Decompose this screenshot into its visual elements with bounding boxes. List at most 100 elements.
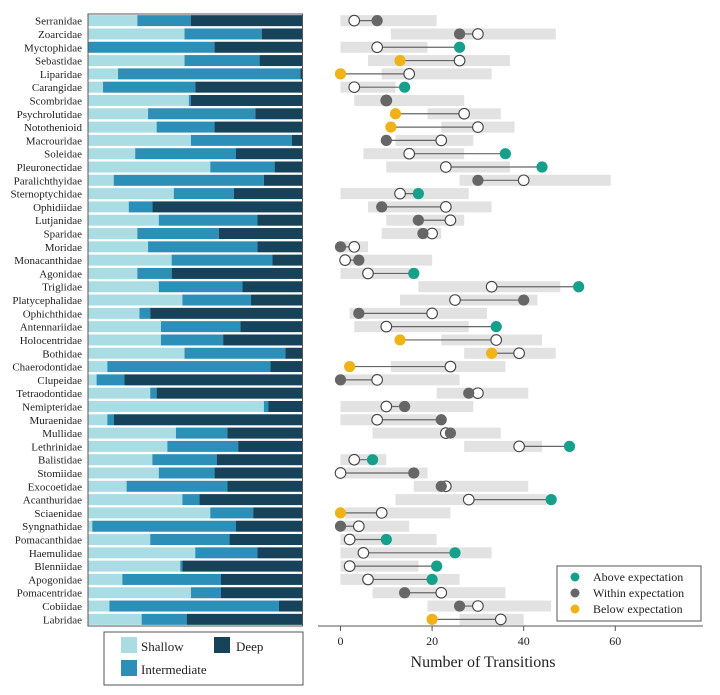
bar-shallow-sternoptychidae [88,188,174,200]
bar-deep-platycephalidae [251,294,303,306]
observed-point-monacanthidae [353,254,365,266]
bar-intermediate-zoarcidae [184,28,262,40]
expected-point-myctophidae [371,41,383,54]
bar-shallow-agonidae [88,267,138,279]
observed-point-sparidae [417,227,429,240]
bar-deep-apogonidae [220,573,303,585]
bar-intermediate-antennariidae [160,321,241,333]
legend-below-label: Below expectation [593,602,683,616]
bar-intermediate-balistidae [152,454,217,466]
observed-point-antennariidae [490,321,502,333]
family-label-nemipteridae: Nemipteridae [22,401,82,413]
bar-deep-cobiidae [278,600,303,612]
bar-shallow-pomacentridae [88,587,191,599]
observed-point-ophidiidae [376,201,388,213]
bar-intermediate-sebastidae [184,55,260,67]
bar-deep-acanthuridae [199,494,303,506]
observed-point-myctophidae [453,41,466,53]
bar-shallow-ophidiidae [88,201,129,213]
expected-point-macrouridae [435,134,448,147]
bar-deep-pomacentridae [220,587,303,599]
family-label-bothidae: Bothidae [42,348,82,360]
family-label-notothenioid: Notothenioid [24,122,83,134]
bar-intermediate-ophichthidae [139,307,151,319]
bar-deep-labridae [186,613,303,625]
expected-point-muraenidae [371,413,383,426]
bar-shallow-labridae [88,613,142,625]
expected-point-monacanthidae [339,254,351,266]
bar-intermediate-muraenidae [107,414,114,426]
family-label-sciaenidae: Sciaenidae [34,508,82,520]
bar-shallow-psychrolutidae [88,108,149,120]
family-label-agonidae: Agonidae [39,268,82,280]
family-label-moridae: Moridae [45,242,82,254]
bar-intermediate-bothidae [184,347,286,359]
bar-shallow-apogonidae [88,573,123,585]
observed-point-paralichthyidae [472,174,484,186]
bar-deep-blenniidae [182,560,303,572]
expected-point-ophidiidae [439,201,452,213]
bar-deep-stomiidae [214,467,303,479]
family-label-pomacentridae: Pomacentridae [17,588,82,600]
bar-intermediate-haemulidae [195,547,258,559]
observed-point-lethrinidae [563,440,576,452]
family-label-zoarcidae: Zoarcidae [38,29,82,41]
family-label-antennariidae: Antennariidae [20,322,82,334]
bar-shallow-ophichthidae [88,307,140,319]
expected-point-serranidae [348,14,361,27]
observed-point-triglidae [573,281,585,293]
bar-deep-tetraodontidae [156,387,303,399]
family-label-serranidae: Serranidae [35,16,82,28]
legend-above-label: Above expectation [593,570,683,584]
expected-point-clupeidae [371,374,383,386]
bar-shallow-chaerodontidae [88,361,108,373]
family-label-tetraodontidae: Tetraodontidae [16,388,82,400]
bar-intermediate-acanthuridae [182,494,200,506]
observed-point-exocoetidae [435,480,447,492]
bar-deep-exocoetidae [227,480,303,492]
bar-shallow-sciaenidae [88,507,211,519]
observed-point-sebastidae [394,54,406,67]
depth-legend-frame [103,631,304,686]
bar-intermediate-exocoetidae [126,480,228,492]
observed-point-haemulidae [449,547,461,559]
dumbbell-plot [334,14,611,626]
family-label-monacanthidae: Monacanthidae [14,255,82,267]
bar-deep-triglidae [242,281,303,293]
expected-point-haemulidae [357,546,370,559]
bar-deep-myctophidae [214,41,303,53]
family-label-pleuronectidae: Pleuronectidae [17,162,82,174]
bar-deep-psychrolutidae [255,108,303,120]
family-label-chaerodontidae: Chaerodontidae [12,362,82,374]
expected-point-pleuronectidae [439,161,452,173]
bar-deep-syngnathidae [236,520,303,532]
bar-shallow-cobiidae [88,600,110,612]
bar-intermediate-pomacentridae [190,587,221,599]
observed-point-pomacentridae [399,587,411,599]
legend-within-label: Within expectation [593,586,684,600]
family-label-apogonidae: Apogonidae [28,574,82,586]
bar-shallow-syngnathidae [88,520,93,532]
expected-point-triglidae [485,280,498,293]
bar-shallow-antennariidae [88,321,161,333]
observed-point-clupeidae [334,374,347,386]
observed-point-sciaenidae [334,507,347,519]
bar-intermediate-sparidae [137,228,219,240]
family-label-ophichthidae: Ophichthidae [23,308,82,320]
family-label-liparidae: Liparidae [40,69,82,81]
bar-shallow-clupeidae [88,374,97,386]
expected-point-carangidae [348,81,361,94]
family-label-sternoptychidae: Sternoptychidae [11,189,83,201]
bar-shallow-liparidae [88,68,119,80]
expected-point-bothidae [513,347,525,360]
expected-range-sparidae [381,228,442,240]
observed-point-psychrolutidae [389,108,402,120]
family-label-lutjanidae: Lutjanidae [35,215,82,227]
bar-deep-nemipteridae [268,400,303,412]
legend-below-dot [570,604,580,614]
bar-deep-muraenidae [113,414,303,426]
expected-point-lethrinidae [513,440,525,453]
bar-shallow-triglidae [88,281,159,293]
bar-deep-notothenioid [214,121,303,133]
bar-shallow-macrouridae [88,134,191,146]
